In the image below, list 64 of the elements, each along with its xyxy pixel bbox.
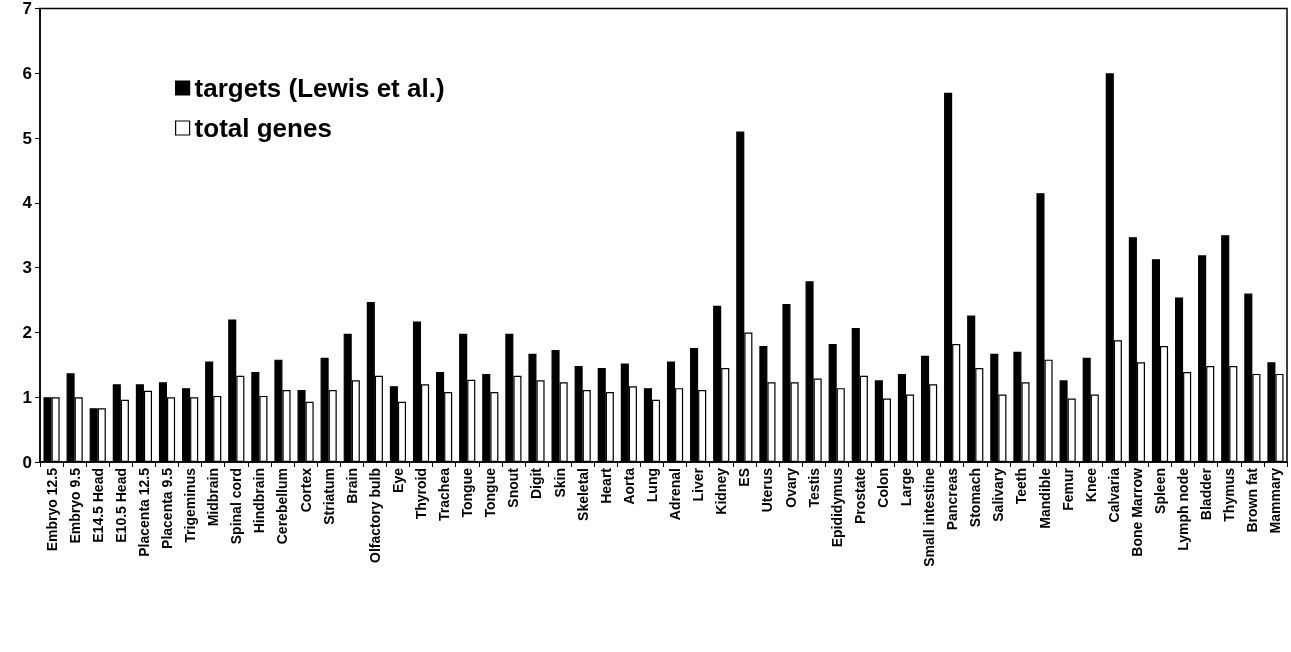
x-tick-label: Ovary (782, 467, 799, 508)
x-tick-label: Brain (343, 468, 360, 504)
x-tick-label: Spleen (1151, 468, 1168, 514)
x-tick-label: Embryo 9.5 (66, 467, 83, 544)
y-tick-label: 5 (22, 128, 32, 148)
x-tick-label: Embryo 12.5 (43, 467, 60, 552)
x-tick-label: Femur (1059, 467, 1076, 511)
x-tick-label: Skin (551, 468, 568, 498)
legend-label: targets (Lewis et al.) (194, 73, 445, 103)
x-tick-label: Calvaria (1105, 467, 1122, 523)
x-tick-label: Thyroid (413, 468, 430, 520)
x-tick-label: Knee (1082, 467, 1099, 503)
y-tick-label: 3 (22, 258, 32, 278)
y-tick-label: 0 (22, 452, 32, 472)
legend-label: total genes (194, 113, 332, 143)
x-tick-label: Salivary (990, 467, 1007, 522)
y-tick-label: 6 (22, 63, 32, 83)
x-tick-label: Mammary (1267, 467, 1284, 534)
x-tick-label: Uterus (759, 467, 776, 513)
x-tick-label: Bladder (1198, 467, 1215, 521)
x-tick-label: Eye (389, 467, 406, 493)
x-tick-label: Aorta (620, 467, 637, 505)
x-tick-label: Brown fat (1244, 467, 1261, 533)
y-tick-label: 4 (22, 193, 33, 213)
y-tick-label: 1 (22, 387, 32, 407)
x-tick-label: Mandible (1036, 467, 1053, 529)
y-tick-label: 7 (22, 0, 32, 18)
x-tick-label: Cortex (297, 467, 314, 513)
x-tick-label: Cerebellum (274, 468, 291, 545)
x-tick-label: ES (736, 468, 753, 487)
x-tick-label: Tongue (459, 467, 476, 518)
x-tick-label: Placenta 12.5 (135, 467, 152, 557)
x-tick-label: Trachea (436, 467, 453, 521)
x-tick-label: Snout (505, 467, 522, 508)
x-tick-label: Olfactory bulb (366, 468, 383, 563)
x-tick-label: Heart (597, 467, 614, 504)
x-tick-label: Tongue (482, 467, 499, 518)
x-tick-label: Hindbrain (251, 468, 268, 534)
x-tick-label: Kidney (713, 467, 730, 515)
x-tick-label: Prostate (851, 467, 868, 525)
x-tick-label: Digit (528, 467, 545, 500)
x-tick-label: Spinal cord (228, 468, 245, 545)
x-tick-label: E14.5 Head (89, 468, 106, 543)
x-tick-label: Placenta 9.5 (159, 467, 176, 549)
x-tick-label: Teeth (1013, 468, 1030, 505)
x-tick-label: Bone Marrow (1128, 467, 1145, 557)
x-tick-label: Striatum (320, 468, 337, 525)
x-tick-label: Pancreas (944, 467, 961, 531)
x-tick-label: Small intestine (921, 467, 938, 567)
x-tick-label: Trigeminus (182, 467, 199, 543)
x-tick-label: Liver (690, 467, 707, 502)
y-tick-label: 2 (22, 322, 32, 342)
x-tick-label: Thymus (1221, 467, 1238, 522)
x-tick-label: Lymph node (1175, 467, 1192, 551)
x-tick-label: Midbrain (205, 468, 222, 527)
x-tick-label: Epididymus (828, 467, 845, 548)
x-tick-label: E10.5 Head (112, 468, 129, 543)
x-tick-label: Testis (805, 467, 822, 508)
x-tick-label: Stomach (967, 468, 984, 528)
x-tick-label: Colon (874, 468, 891, 508)
x-tick-label: Adrenal (667, 468, 684, 521)
x-tick-label: Lung (643, 468, 660, 503)
x-tick-label: Large (897, 467, 914, 507)
x-tick-label: Skeletal (574, 468, 591, 521)
